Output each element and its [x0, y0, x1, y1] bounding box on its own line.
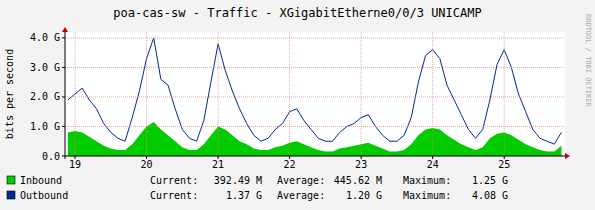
x-tick-label: 20	[141, 159, 153, 170]
watermark: RRDTOOL / TOBI OETIKER	[584, 14, 592, 108]
legend-stat-label: Average:	[277, 190, 325, 201]
grid-line	[432, 32, 433, 156]
legend-stat-label: Average:	[277, 175, 325, 186]
legend-stat-label: Maximum:	[403, 190, 451, 201]
grid-line	[65, 96, 565, 97]
x-tick-label: 24	[427, 159, 439, 170]
y-axis-label: bits per second	[4, 49, 15, 139]
line	[68, 38, 562, 144]
y-tick-label: 0.0	[42, 151, 60, 162]
background	[0, 0, 595, 210]
legend-stat-value: 1.25 G	[472, 175, 508, 186]
grid-line	[65, 126, 565, 127]
grid-line	[504, 32, 505, 156]
y-axis	[65, 32, 66, 159]
y-tick-label: 4.0 G	[30, 32, 60, 43]
y-tick-label: 3.0 G	[30, 62, 60, 73]
area	[68, 122, 562, 156]
legend-label: Inbound	[20, 175, 62, 186]
grid-line	[289, 32, 290, 156]
legend-stat-value: 4.08 G	[472, 190, 508, 201]
grid-line	[75, 32, 76, 156]
x-axis	[65, 156, 565, 157]
x-tick-label: 22	[284, 159, 296, 170]
legend-stat-label: Current:	[150, 175, 198, 186]
title: poa-cas-sw - Traffic - XGigabitEtherne0/…	[113, 6, 481, 20]
legend-stat-value: 445.62 M	[334, 175, 382, 186]
y-arrow	[62, 27, 68, 32]
x-arrow	[565, 153, 570, 159]
grid-line	[146, 32, 147, 156]
legend-swatch	[7, 176, 15, 184]
legend-stat-value: 392.49 M	[214, 175, 262, 186]
legend-label: Outbound	[20, 190, 68, 201]
x-tick-label: 21	[212, 159, 224, 170]
legend-stat-value: 1.37 G	[226, 190, 262, 201]
chart: poa-cas-sw - Traffic - XGigabitEtherne0/…	[0, 0, 595, 210]
plot-area	[65, 32, 565, 156]
grid-line	[65, 67, 565, 68]
legend-swatch	[7, 191, 15, 199]
x-tick-label: 25	[498, 159, 510, 170]
x-tick-label: 19	[69, 159, 81, 170]
y-tick-label: 1.0 G	[30, 121, 60, 132]
legend-stat-label: Maximum:	[403, 175, 451, 186]
legend-stat-value: 1.20 G	[346, 190, 382, 201]
grid-line	[65, 156, 565, 157]
x-tick-label: 23	[355, 159, 367, 170]
grid-line	[218, 32, 219, 156]
grid-line	[361, 32, 362, 156]
y-tick-label: 2.0 G	[30, 91, 60, 102]
grid-line	[65, 37, 565, 38]
legend-stat-label: Current:	[150, 190, 198, 201]
